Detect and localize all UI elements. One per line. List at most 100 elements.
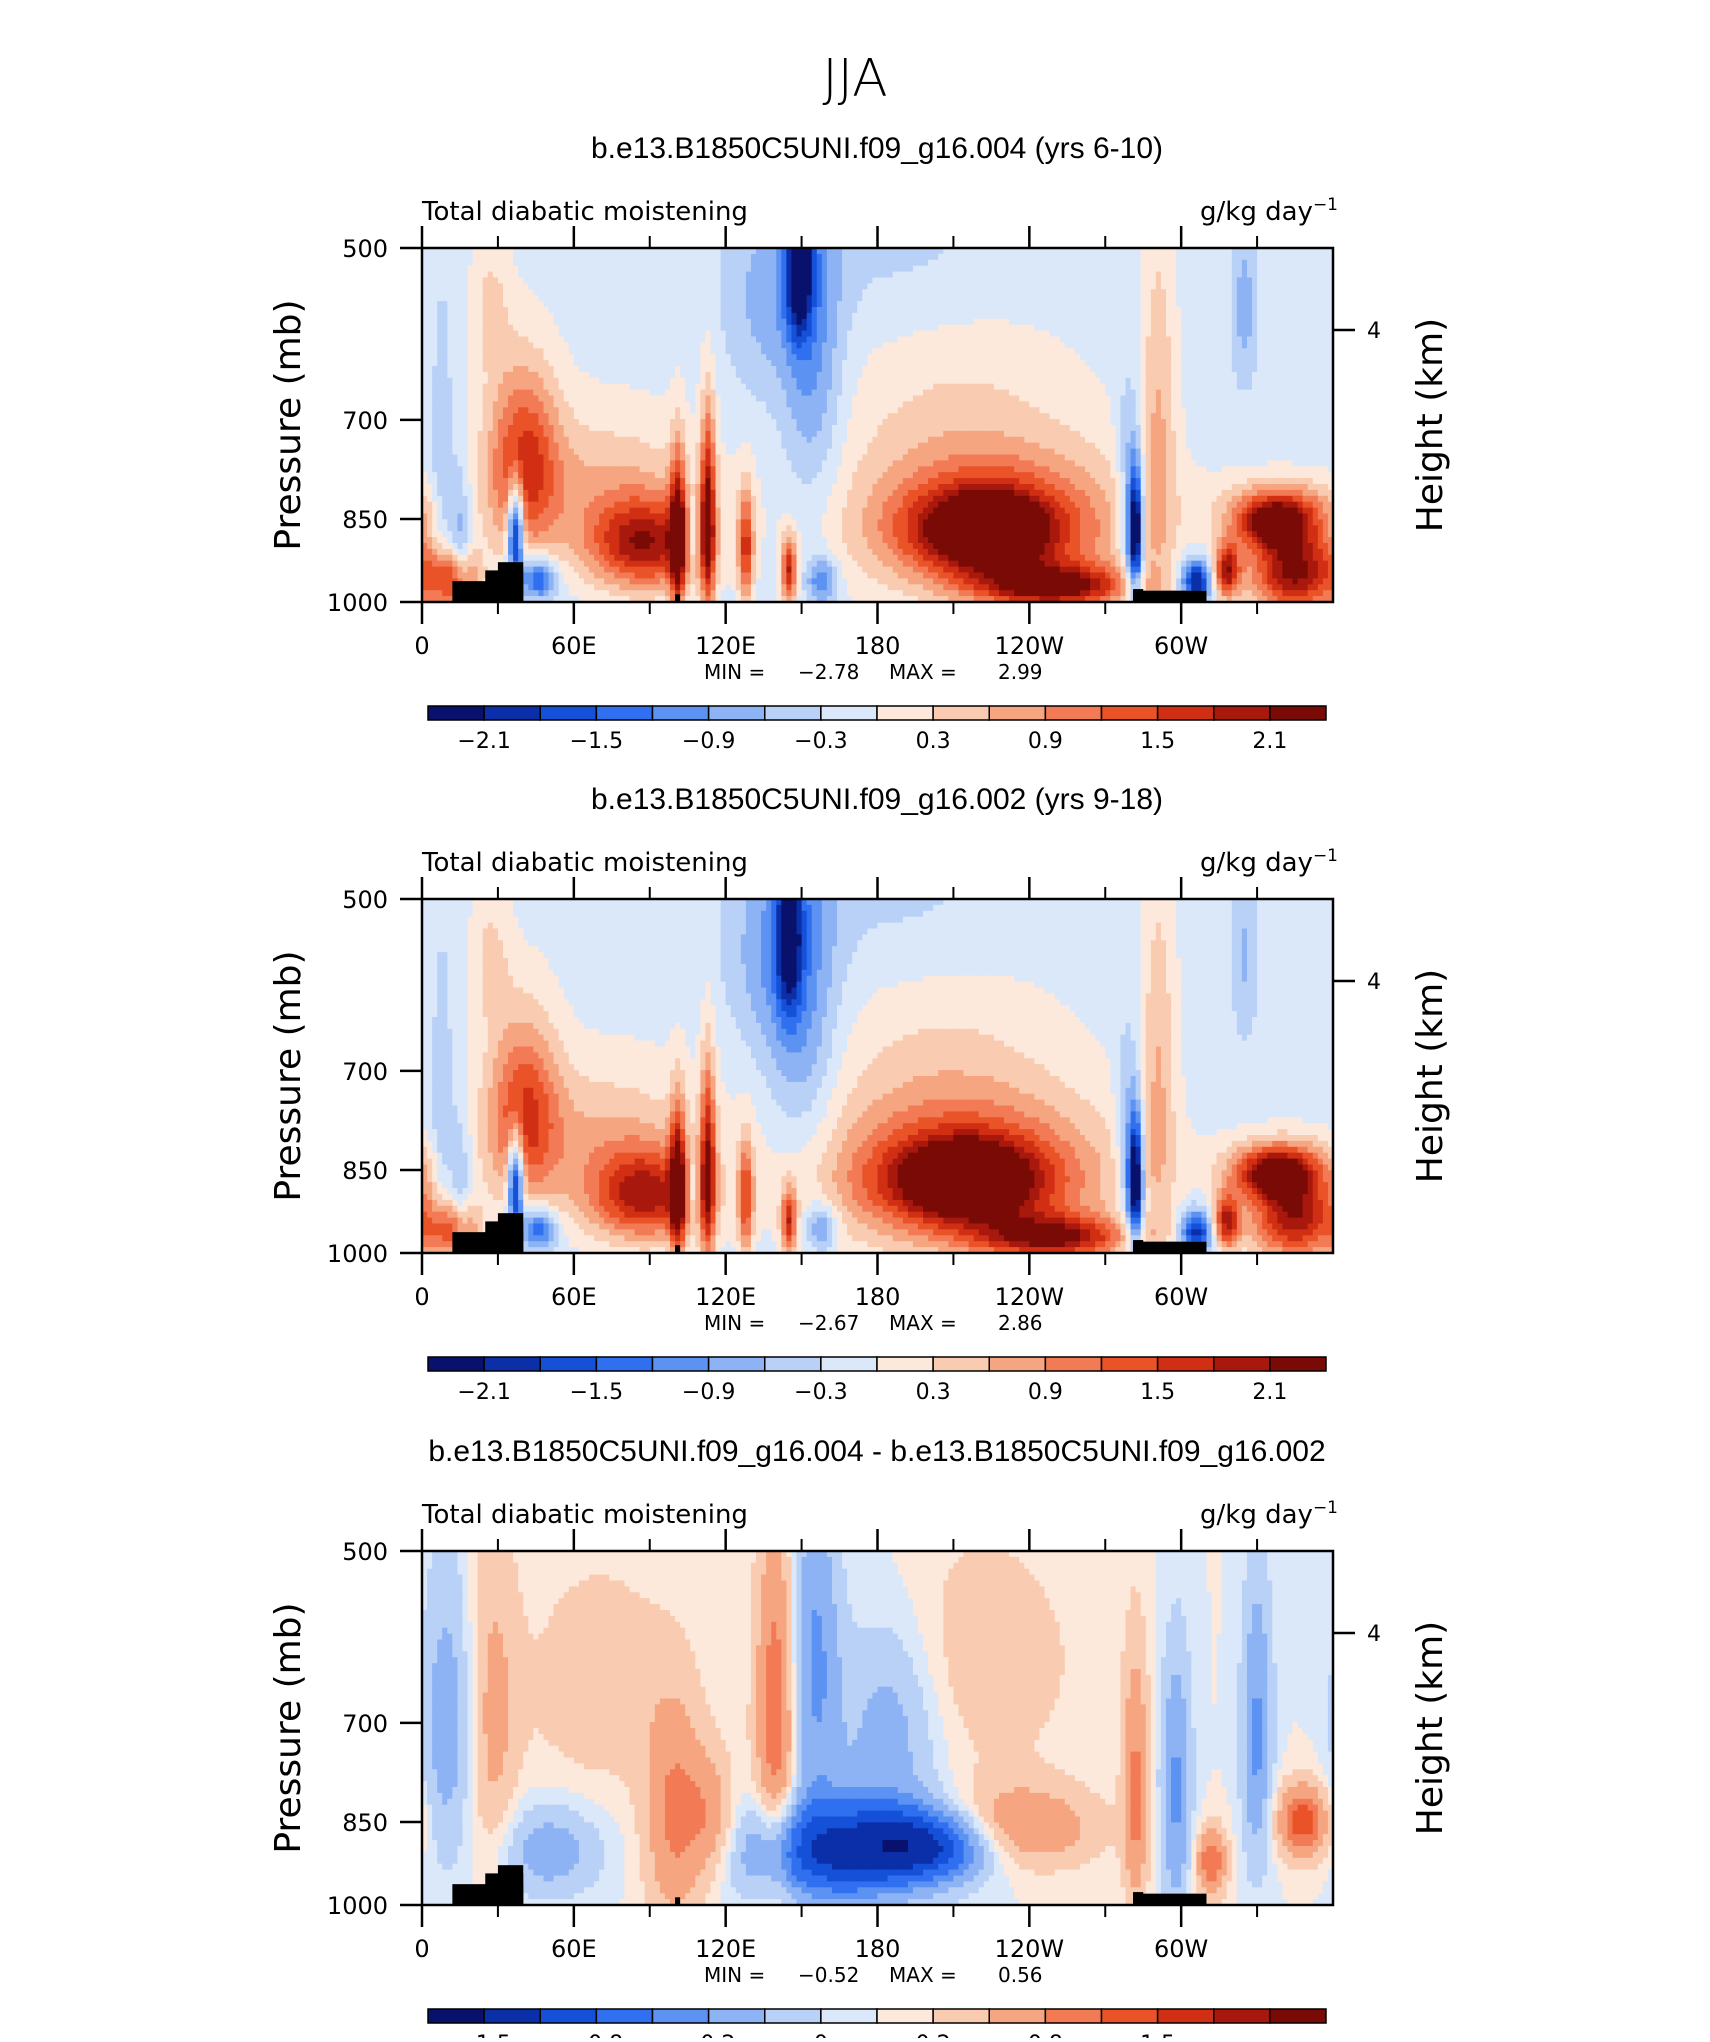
field-cell: [1019, 337, 1025, 344]
field-cell: [883, 266, 889, 273]
field-cell: [705, 254, 711, 261]
field-cell: [1222, 260, 1228, 267]
field-cell: [1100, 307, 1106, 314]
field-cell: [483, 283, 489, 290]
field-cell: [619, 254, 625, 261]
field-cell: [462, 325, 468, 332]
field-cell: [994, 307, 1000, 314]
field-cell: [817, 260, 823, 267]
field-cell: [640, 254, 646, 261]
field-cell: [685, 295, 691, 302]
field-cell: [559, 360, 565, 367]
field-cell: [751, 372, 757, 379]
field-cell: [513, 319, 519, 326]
field-cell: [1141, 360, 1147, 367]
field-cell: [1206, 301, 1212, 308]
field-cell: [579, 354, 585, 361]
field-cell: [1050, 266, 1056, 273]
field-cell: [827, 331, 833, 338]
field-cell: [1151, 283, 1157, 290]
field-cell: [452, 295, 458, 302]
field-cell: [645, 348, 651, 355]
field-cell: [923, 360, 929, 367]
field-cell: [989, 272, 995, 279]
field-cell: [1090, 278, 1096, 285]
field-cell: [1110, 295, 1116, 302]
field-cell: [1308, 295, 1314, 302]
field-cell: [1014, 295, 1020, 302]
field-cell: [1080, 348, 1086, 355]
field-cell: [1055, 301, 1061, 308]
field-cell: [716, 342, 722, 349]
field-cell: [938, 360, 944, 367]
field-cell: [1039, 295, 1045, 302]
field-cell: [888, 301, 894, 308]
field-cell: [1166, 337, 1172, 344]
field-cell: [878, 360, 884, 367]
field-cell: [807, 272, 813, 279]
field-cell: [640, 354, 646, 361]
field-cell: [523, 366, 529, 373]
field-cell: [447, 301, 453, 308]
field-cell: [958, 260, 964, 267]
field-cell: [640, 325, 646, 332]
field-cell: [589, 289, 595, 296]
field-cell: [427, 266, 433, 273]
field-cell: [1014, 272, 1020, 279]
field-cell: [695, 342, 701, 349]
field-cell: [1217, 366, 1223, 373]
field-cell: [791, 260, 797, 267]
field-cell: [791, 266, 797, 273]
field-cell: [847, 348, 853, 355]
field-cell: [1323, 260, 1329, 267]
field-cell: [518, 342, 524, 349]
field-cell: [705, 337, 711, 344]
field-cell: [1308, 301, 1314, 308]
field-cell: [523, 278, 529, 285]
field-cell: [680, 319, 686, 326]
field-cell: [812, 307, 818, 314]
field-cell: [791, 289, 797, 296]
field-cell: [867, 354, 873, 361]
field-cell: [842, 337, 848, 344]
field-cell: [827, 372, 833, 379]
field-cell: [979, 254, 985, 261]
field-cell: [427, 254, 433, 261]
field-cell: [852, 283, 858, 290]
field-cell: [1272, 366, 1278, 373]
field-cell: [1105, 307, 1111, 314]
field-cell: [1120, 366, 1126, 373]
field-cell: [817, 348, 823, 355]
field-cell: [756, 366, 762, 373]
field-cell: [791, 272, 797, 279]
field-cell: [1009, 295, 1015, 302]
field-cell: [554, 266, 560, 273]
field-cell: [1050, 301, 1056, 308]
field-cell: [579, 319, 585, 326]
field-cell: [604, 289, 610, 296]
field-cell: [903, 319, 909, 326]
field-cell: [731, 337, 737, 344]
field-cell: [564, 278, 570, 285]
field-cell: [766, 313, 772, 320]
field-cell: [1131, 278, 1137, 285]
field-cell: [604, 331, 610, 338]
field-cell: [766, 289, 772, 296]
field-cell: [827, 301, 833, 308]
field-cell: [852, 366, 858, 373]
field-cell: [953, 366, 959, 373]
field-cell: [746, 360, 752, 367]
field-cell: [1085, 372, 1091, 379]
field-cell: [822, 331, 828, 338]
field-cell: [1151, 325, 1157, 332]
field-cell: [908, 348, 914, 355]
field-cell: [1045, 313, 1051, 320]
field-cell: [528, 319, 534, 326]
field-cell: [554, 272, 560, 279]
field-cell: [468, 342, 474, 349]
field-cell: [508, 325, 514, 332]
field-cell: [933, 272, 939, 279]
field-cell: [1100, 348, 1106, 355]
field-cell: [1029, 307, 1035, 314]
field-cell: [1212, 319, 1218, 326]
